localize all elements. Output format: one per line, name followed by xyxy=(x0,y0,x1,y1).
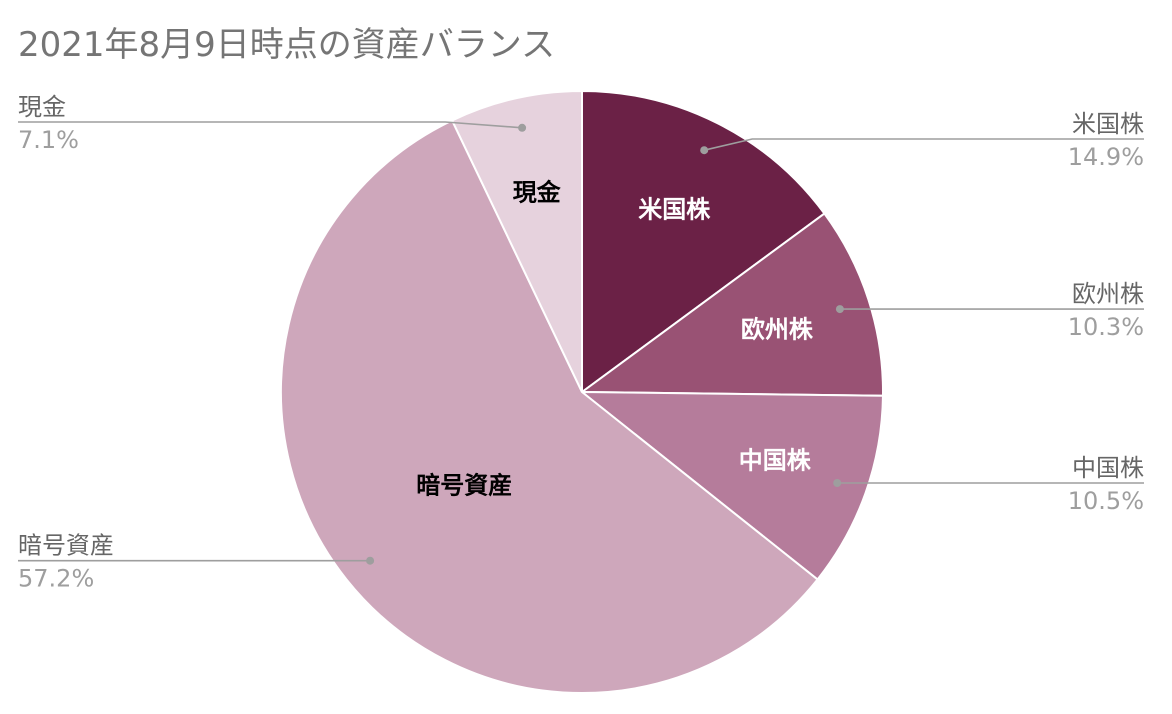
outer-label-value-5: 7.1% xyxy=(18,126,79,154)
leader-lines xyxy=(18,121,1144,565)
slice-1 xyxy=(581,89,826,394)
inner-label-4: 暗号資産 xyxy=(416,472,512,500)
leader-dot-2 xyxy=(835,305,844,314)
outer-label-value-1: 14.9% xyxy=(1068,143,1144,171)
inner-label-5: 現金 xyxy=(513,178,562,206)
outer-label-name-3: 中国株 xyxy=(1072,454,1144,482)
inner-label-3: 中国株 xyxy=(739,447,812,475)
inner-label-2: 欧州株 xyxy=(741,315,814,343)
pie-slices xyxy=(280,89,884,694)
outer-label-value-2: 10.3% xyxy=(1068,313,1144,341)
inner-label-1: 米国株 xyxy=(638,195,711,223)
slice-2 xyxy=(579,212,884,397)
slice-5 xyxy=(450,89,583,393)
leader-line-5 xyxy=(18,121,523,129)
leader-dot-4 xyxy=(366,556,375,565)
slice-3 xyxy=(579,390,884,581)
chart-title: 2021年8月9日時点の資産バランス xyxy=(18,25,555,65)
slice-4 xyxy=(280,119,819,694)
leader-line-1 xyxy=(704,138,1144,151)
outer-label-name-5: 現金 xyxy=(18,93,66,121)
leader-dot-3 xyxy=(833,479,842,487)
outer-label-name-1: 米国株 xyxy=(1072,110,1144,138)
outer-label-value-3: 10.5% xyxy=(1068,487,1144,515)
outer-labels: 米国株 14.9% 欧州株 10.3% 中国株 10.5% 暗号資産 57.2% 現金 7.1% xyxy=(18,93,1144,593)
outer-label-value-4: 57.2% xyxy=(18,565,94,593)
outer-label-name-4: 暗号資産 xyxy=(18,532,114,560)
outer-label-name-2: 欧州株 xyxy=(1072,280,1144,308)
leader-dot-5 xyxy=(518,123,527,132)
leader-dot-1 xyxy=(700,146,709,155)
